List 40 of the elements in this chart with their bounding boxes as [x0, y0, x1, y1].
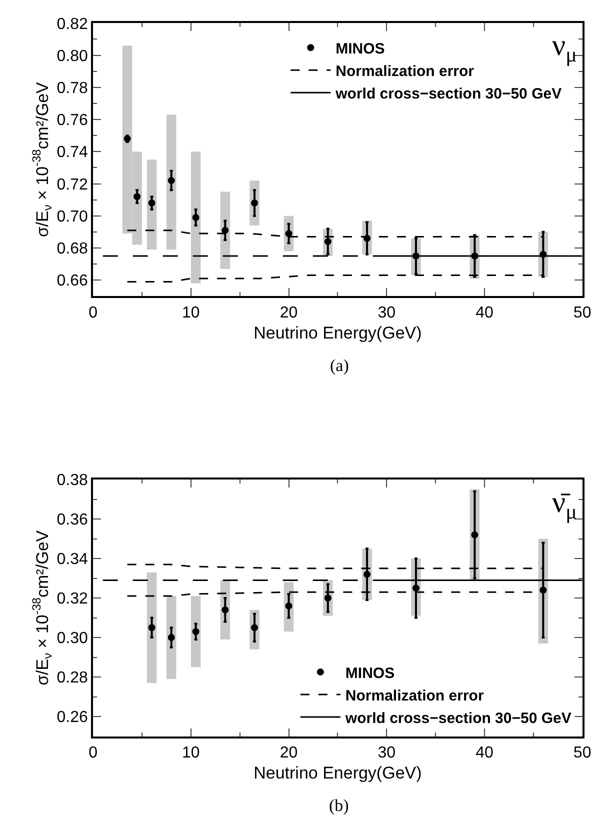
- legend-label: world cross−section 30−50 GeV: [344, 710, 572, 727]
- x-tick-label: 50: [573, 744, 592, 762]
- x-tick-label: 0: [88, 304, 98, 322]
- x-tick-label: 10: [182, 744, 200, 762]
- legend-label: MINOS: [336, 40, 385, 58]
- y-tick-label: 0.82: [56, 16, 88, 33]
- x-tick-label: 0: [88, 744, 98, 762]
- x-tick-label: 30: [378, 304, 396, 322]
- y-tick-label: 0.32: [56, 590, 88, 608]
- x-tick-label: 30: [378, 744, 396, 762]
- text: (b): [329, 796, 349, 815]
- x-tick-label: 20: [280, 304, 298, 322]
- annotation: ν̄$_{μ}$: [552, 486, 577, 524]
- y-tick-label: 0.28: [56, 670, 88, 687]
- x-tick-label: 40: [476, 744, 494, 762]
- x-tick-label: 40: [476, 304, 494, 322]
- y-tick-label: 0.34: [56, 551, 88, 568]
- y-tick-label: 0.66: [56, 272, 88, 290]
- text: (a): [330, 356, 349, 375]
- legend-label: world cross−section 30−50 GeV: [334, 85, 562, 102]
- y-tick-label: 0.80: [56, 48, 88, 65]
- x-axis-title: Neutrino Energy(GeV): [254, 763, 422, 782]
- x-axis-title: Neutrino Energy(GeV): [254, 323, 422, 342]
- y-tick-label: 0.36: [56, 512, 88, 529]
- y-tick-label: 0.76: [56, 112, 88, 130]
- legend-label: Normalization error: [336, 62, 474, 80]
- x-tick-label: 20: [280, 744, 298, 762]
- y-tick-label: 0.26: [56, 709, 88, 726]
- y-tick-label: 0.72: [56, 176, 88, 194]
- annotation: ν$_{μ}$: [552, 29, 577, 66]
- x-tick-label: 10: [182, 304, 200, 322]
- y-tick-label: 0.38: [56, 472, 88, 490]
- y-tick-label: 0.68: [56, 240, 88, 258]
- y-tick-label: 0.70: [56, 208, 88, 226]
- x-tick-label: 50: [573, 304, 592, 322]
- y-tick-label: 0.78: [56, 80, 88, 97]
- legend-label: Normalization error: [345, 687, 484, 704]
- y-tick-label: 0.30: [56, 630, 88, 648]
- y-tick-label: 0.74: [56, 144, 88, 162]
- legend-label: MINOS: [345, 664, 395, 682]
